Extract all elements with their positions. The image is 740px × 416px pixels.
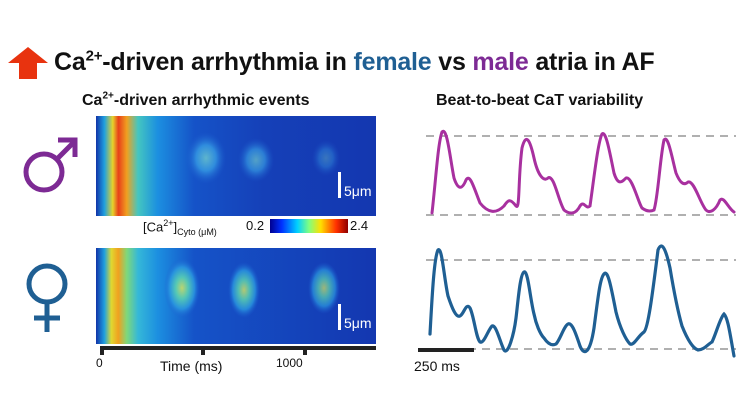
time-axis-label: Time (ms) xyxy=(160,358,223,374)
time-tick-1000: 1000 xyxy=(276,356,303,370)
title-row: Ca2+-driven arrhythmia in female vs male… xyxy=(0,40,740,84)
female-word: female xyxy=(353,48,432,76)
colorbar-max-label: 2.4 xyxy=(350,218,369,233)
female-trace-line xyxy=(428,244,736,358)
female-cat-trace xyxy=(426,244,736,358)
male-trace-line xyxy=(430,129,736,215)
male-cat-trace xyxy=(426,129,736,216)
page-title: Ca2+-driven arrhythmia in female vs male… xyxy=(54,47,655,76)
male-linescan-image: 5μm xyxy=(96,116,376,216)
male-word: male xyxy=(472,48,529,76)
colorbar-min-label: 0.2 xyxy=(246,218,265,233)
time-scale-bar xyxy=(418,348,474,352)
up-arrow-icon xyxy=(8,47,48,79)
female-symbol-icon xyxy=(26,263,68,332)
left-panel-heading: Ca2+-driven arrhythmic events xyxy=(82,90,310,109)
colorbar xyxy=(270,219,348,233)
colorbar-label: [Ca2+]Cyto (μM) xyxy=(143,218,217,237)
male-symbol-icon xyxy=(23,137,78,193)
time-scale-label: 250 ms xyxy=(414,358,460,374)
time-axis xyxy=(100,346,376,355)
female-linescan-image: 5μm xyxy=(96,248,376,344)
scale-bar-top-label: 5μm xyxy=(344,183,372,199)
right-panel-heading: Beat-to-beat CaT variability xyxy=(436,92,644,109)
scale-bar-bottom-label: 5μm xyxy=(344,315,372,331)
time-tick-0: 0 xyxy=(96,356,103,370)
